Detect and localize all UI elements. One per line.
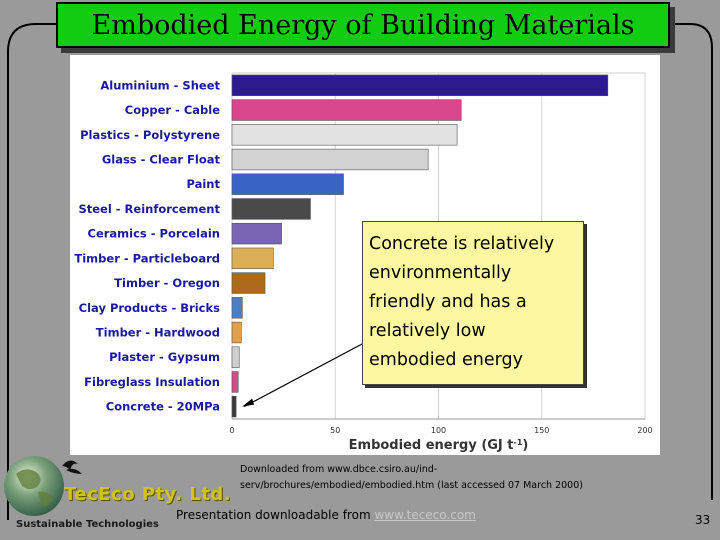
category-label-10: Timber - Hardwood xyxy=(96,326,220,340)
slide-title: Embodied Energy of Building Materials xyxy=(91,9,635,41)
title-banner: Embodied Energy of Building Materials xyxy=(56,2,670,48)
bar-5 xyxy=(231,198,311,220)
bar-7 xyxy=(231,247,274,270)
callout-arrow-head xyxy=(242,398,255,407)
bar-3 xyxy=(231,148,429,171)
x-axis-label: Embodied energy (GJ t-1) xyxy=(349,438,529,454)
source-line-2: serv/brochures/embodied/embodied.htm (la… xyxy=(240,480,583,491)
source-line-1: Downloaded from www.dbce.csiro.au/ind- xyxy=(240,464,438,475)
bar-6 xyxy=(231,222,282,245)
callout-arrow-line xyxy=(243,343,363,408)
category-label-13: Concrete - 20MPa xyxy=(106,400,220,414)
page-number: 33 xyxy=(695,513,711,527)
bar-8 xyxy=(231,272,266,294)
category-label-7: Timber - Particleboard xyxy=(74,251,220,265)
bar-1 xyxy=(231,99,462,121)
bar-9 xyxy=(231,297,243,319)
bar-12 xyxy=(231,371,239,393)
bar-10 xyxy=(231,321,242,344)
x-tick-label-200: 200 xyxy=(637,426,652,435)
bar-2 xyxy=(231,124,458,146)
x-tick-label-100: 100 xyxy=(431,426,446,435)
category-label-3: Glass - Clear Float xyxy=(102,153,221,167)
bar-4 xyxy=(231,173,344,195)
category-label-8: Timber - Oregon xyxy=(114,276,220,290)
category-label-11: Plaster - Gypsum xyxy=(109,350,220,364)
logo-tagline: Sustainable Technologies xyxy=(16,519,159,530)
callout-box: Concrete is relatively environmentally f… xyxy=(362,221,584,385)
x-tick-label-50: 50 xyxy=(330,426,340,435)
source-note: Downloaded from www.dbce.csiro.au/ind- s… xyxy=(240,462,620,494)
category-label-9: Clay Products - Bricks xyxy=(79,301,220,315)
category-label-1: Copper - Cable xyxy=(125,103,220,117)
footer-link[interactable]: www.tececo.com xyxy=(374,508,476,522)
x-tick-label-0: 0 xyxy=(229,426,234,435)
category-label-4: Paint xyxy=(186,177,220,191)
bar-13 xyxy=(231,395,237,418)
logo-company-name: TecEco Pty. Ltd. xyxy=(64,484,232,505)
category-label-0: Aluminium - Sheet xyxy=(100,78,220,92)
category-label-6: Ceramics - Porcelain xyxy=(88,227,221,241)
footer-text: Presentation downloadable from www.tecec… xyxy=(176,508,476,522)
category-label-2: Plastics - Polystyrene xyxy=(80,128,220,142)
category-label-5: Steel - Reinforcement xyxy=(78,202,220,216)
bar-11 xyxy=(231,346,240,368)
bar-0 xyxy=(231,74,609,97)
category-label-12: Fibreglass Insulation xyxy=(84,375,220,389)
x-tick-label-150: 150 xyxy=(534,426,549,435)
logo-globe-icon xyxy=(4,456,82,516)
footer-prefix: Presentation downloadable from xyxy=(176,508,375,522)
callout-text: Concrete is relatively environmentally f… xyxy=(369,234,555,370)
